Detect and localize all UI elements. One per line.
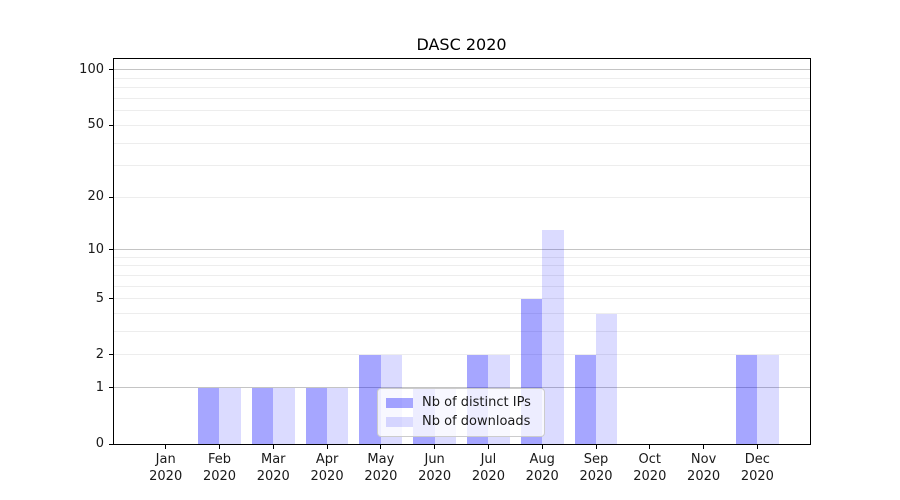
legend-item-downloads: Nb of downloads <box>386 413 536 431</box>
y-gridline-major <box>113 69 810 71</box>
x-tick-label: May 2020 <box>364 452 398 484</box>
y-gridline-minor <box>113 313 810 315</box>
x-tick-mark <box>703 445 705 449</box>
y-gridline-minor <box>113 354 810 356</box>
x-tick-label: Mar 2020 <box>256 452 290 484</box>
x-tick-mark <box>595 445 597 449</box>
x-tick-label: Jul 2020 <box>471 452 505 484</box>
y-gridline-minor <box>113 298 810 300</box>
y-tick-label: 100 <box>79 61 104 77</box>
y-gridline-minor <box>113 256 810 258</box>
x-tick-mark <box>649 445 651 449</box>
x-tick-mark <box>541 445 543 449</box>
x-tick-mark <box>487 445 489 449</box>
y-tick-mark <box>108 124 113 126</box>
legend-label-distinct-ips: Nb of distinct IPs <box>422 395 531 410</box>
chart-title: DASC 2020 <box>416 35 507 54</box>
y-gridline-minor <box>113 196 810 198</box>
legend-swatch-distinct-ips-icon <box>386 398 413 408</box>
x-tick-label: Apr 2020 <box>310 452 344 484</box>
y-gridline-minor <box>113 165 810 167</box>
y-tick-mark <box>108 298 113 300</box>
y-gridline-minor <box>113 98 810 100</box>
y-tick-label: 2 <box>95 346 104 362</box>
x-tick-mark <box>272 445 274 449</box>
x-tick-label: Dec 2020 <box>740 452 774 484</box>
y-gridline-minor <box>113 110 810 112</box>
x-tick-label: Sep 2020 <box>579 452 613 484</box>
bar-distinct-ips-apr <box>305 387 328 444</box>
y-tick-label: 5 <box>95 290 104 306</box>
y-tick-mark <box>108 354 113 356</box>
x-tick-label: Jun 2020 <box>418 452 452 484</box>
y-gridline-major <box>113 249 810 251</box>
y-gridline-minor <box>113 77 810 79</box>
bar-downloads-aug <box>542 230 564 444</box>
y-gridline-minor <box>113 142 810 144</box>
x-tick-mark <box>434 445 436 449</box>
x-tick-label: Oct 2020 <box>633 452 667 484</box>
legend-swatch-downloads-icon <box>386 417 413 427</box>
x-tick-mark <box>326 445 328 449</box>
y-tick-label: 0 <box>95 436 104 451</box>
bar-downloads-mar <box>273 387 295 444</box>
y-gridline-minor <box>113 274 810 276</box>
bar-distinct-ips-sep <box>574 354 596 444</box>
y-tick-label: 50 <box>87 117 104 133</box>
y-tick-mark <box>108 69 113 71</box>
y-gridline-minor <box>113 265 810 267</box>
x-tick-label: Aug 2020 <box>525 452 559 484</box>
legend: Nb of distinct IPs Nb of downloads <box>377 388 545 437</box>
y-gridline-minor <box>113 124 810 126</box>
y-gridline-minor <box>113 87 810 89</box>
bar-downloads-feb <box>219 387 241 444</box>
x-tick-mark <box>756 445 758 449</box>
y-tick-mark <box>108 443 113 445</box>
y-gridline-minor <box>113 285 810 287</box>
y-tick-label: 1 <box>95 379 104 395</box>
y-tick-mark <box>108 387 113 389</box>
bar-distinct-ips-dec <box>735 354 758 444</box>
y-gridline-major <box>113 387 810 389</box>
bar-distinct-ips-may <box>359 354 381 444</box>
y-tick-mark <box>108 249 113 251</box>
bar-distinct-ips-mar <box>251 387 274 444</box>
bar-downloads-apr <box>327 387 349 444</box>
bar-downloads-sep <box>596 313 618 444</box>
legend-label-downloads: Nb of downloads <box>422 414 531 429</box>
x-tick-label: Jan 2020 <box>149 452 183 484</box>
x-tick-mark <box>165 445 167 449</box>
y-tick-mark <box>108 196 113 198</box>
y-tick-label: 20 <box>87 189 104 205</box>
y-tick-label: 10 <box>87 241 104 257</box>
legend-item-distinct-ips: Nb of distinct IPs <box>386 394 536 412</box>
x-tick-mark <box>380 445 382 449</box>
y-gridline-minor <box>113 331 810 333</box>
bar-distinct-ips-feb <box>198 387 220 444</box>
bar-downloads-dec <box>757 354 779 444</box>
x-tick-mark <box>218 445 220 449</box>
x-tick-label: Nov 2020 <box>687 452 721 484</box>
x-tick-label: Feb 2020 <box>202 452 237 484</box>
